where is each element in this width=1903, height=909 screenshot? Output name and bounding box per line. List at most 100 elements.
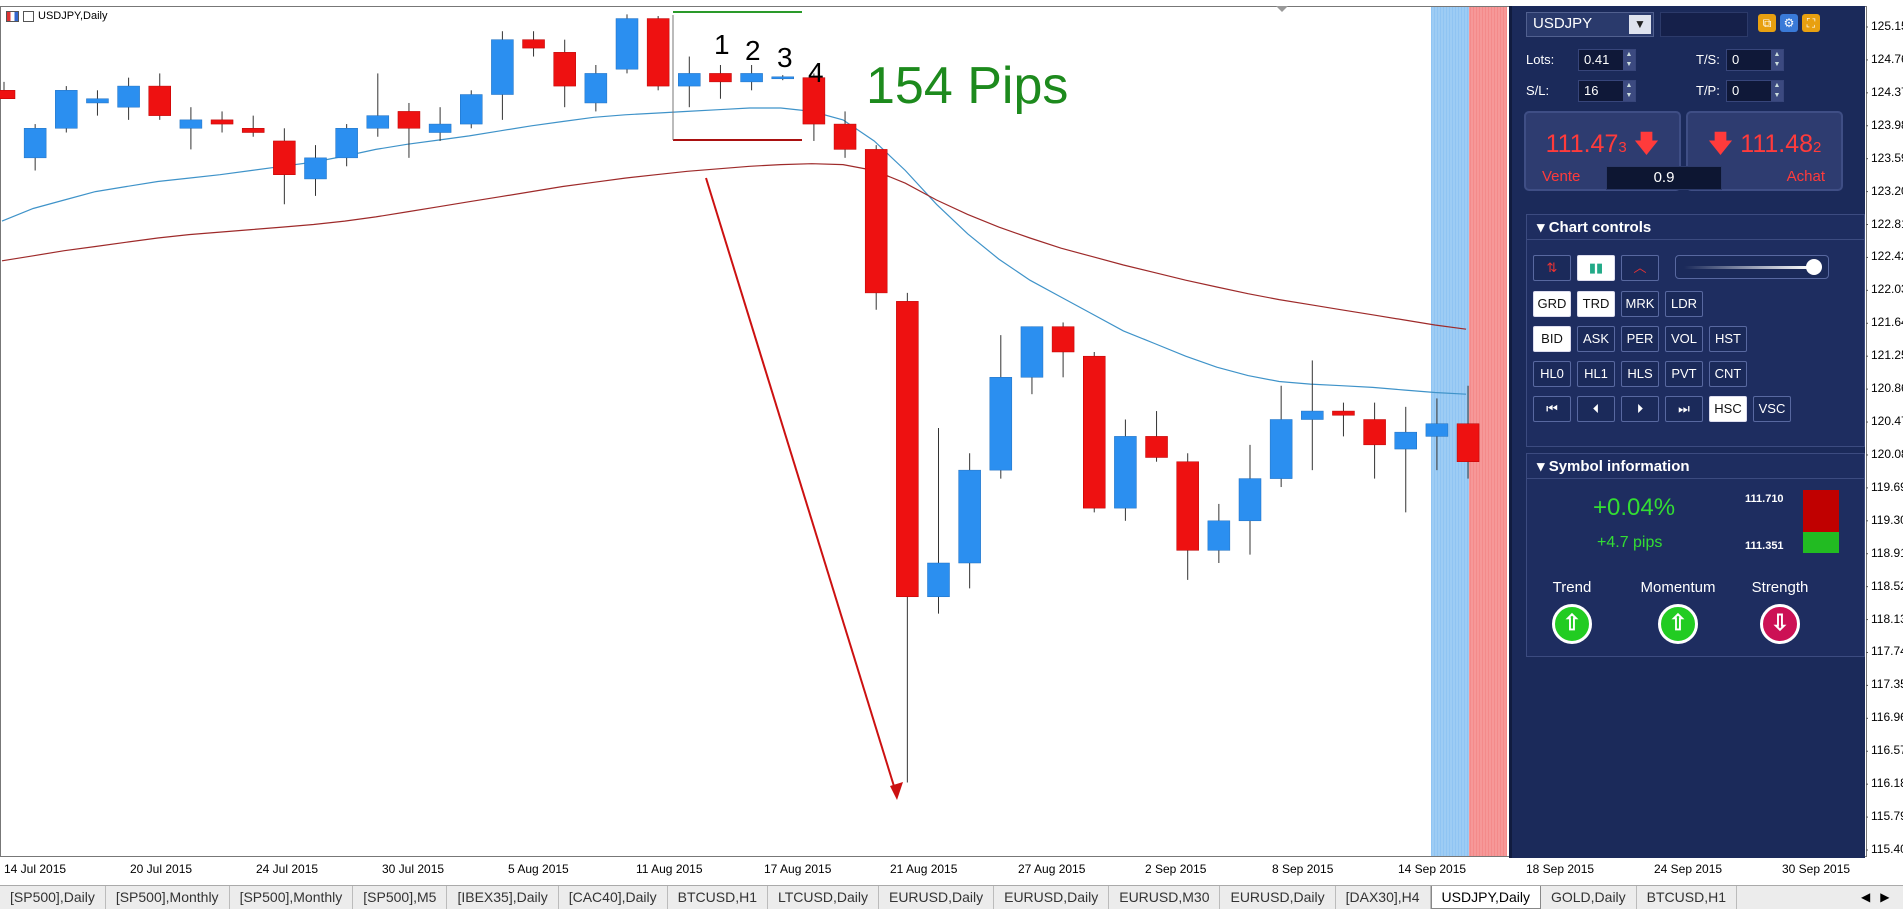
- stepper-icon[interactable]: ▲ ▼: [1771, 81, 1783, 101]
- chart-control-bid-button[interactable]: BID: [1533, 326, 1571, 352]
- stepper-icon[interactable]: ▲ ▼: [1771, 50, 1783, 70]
- time-tick-label: 27 Aug 2015: [1018, 862, 1086, 876]
- chart-control-nav-button[interactable]: ⏭: [1665, 396, 1703, 422]
- stepper-icon[interactable]: ▲ ▼: [1623, 81, 1635, 101]
- chart-control-grd-button[interactable]: GRD: [1533, 291, 1571, 317]
- chart-tab[interactable]: [DAX30],H4: [1336, 886, 1431, 909]
- tab-scroll-controls[interactable]: ◀ ▶: [1853, 886, 1903, 909]
- candle-body: [210, 119, 234, 125]
- stepper-icon[interactable]: ▲ ▼: [1623, 50, 1635, 70]
- price-tick-label: 117.350: [1871, 677, 1903, 692]
- candle-body: [241, 128, 265, 133]
- sell-button[interactable]: 111.473 🡇 Vente: [1524, 111, 1681, 191]
- candle-body: [833, 123, 857, 150]
- chart-tab[interactable]: EURUSD,Daily: [1220, 886, 1336, 909]
- chart-tab[interactable]: [IBEX35],Daily: [447, 886, 559, 909]
- tp-value: 0: [1732, 83, 1740, 98]
- chart-control-mrk-button[interactable]: MRK: [1621, 291, 1659, 317]
- gear-icon[interactable]: ⚙: [1780, 14, 1798, 32]
- chart-control-hl0-button[interactable]: HL0: [1533, 361, 1571, 387]
- chart-control-per-button[interactable]: PER: [1621, 326, 1659, 352]
- chart-tab[interactable]: LTCUSD,Daily: [768, 886, 879, 909]
- time-tick-label: 14 Sep 2015: [1398, 862, 1467, 876]
- candle-body: [1176, 461, 1199, 551]
- trend-up-icon: ⇧: [1552, 604, 1592, 644]
- candle-body: [1363, 419, 1386, 446]
- chart-tab[interactable]: [SP500],Daily: [0, 886, 106, 909]
- symbol-extra-field[interactable]: [1660, 12, 1748, 37]
- chart-tab[interactable]: BTCUSD,H1: [1637, 886, 1738, 909]
- lots-input[interactable]: 0.41 ▲ ▼: [1578, 49, 1636, 71]
- candle-body: [1083, 355, 1106, 509]
- sl-input[interactable]: 16 ▲ ▼: [1578, 80, 1636, 102]
- chart-controls-header[interactable]: ▾ Chart controls: [1527, 215, 1864, 240]
- candle-body: [86, 98, 109, 104]
- slider-handle[interactable]: [1806, 259, 1822, 275]
- symbol-dropdown[interactable]: USDJPY ▼: [1526, 12, 1654, 37]
- candle-body: [397, 111, 421, 129]
- symbol-info-header[interactable]: ▾ Symbol information: [1527, 454, 1864, 479]
- chart-control-cnt-button[interactable]: CNT: [1709, 361, 1747, 387]
- candle-body: [802, 77, 826, 125]
- tp-input[interactable]: 0 ▲ ▼: [1726, 80, 1784, 102]
- candle-count-label: 1: [714, 29, 730, 60]
- chart-control-vsc-button[interactable]: VSC: [1753, 396, 1791, 422]
- chart-tab[interactable]: [SP500],Monthly: [230, 886, 354, 909]
- price-tick-label: 121.640: [1871, 315, 1903, 330]
- chart-control-trd-button[interactable]: TRD: [1577, 291, 1615, 317]
- chart-tab[interactable]: [SP500],Monthly: [106, 886, 230, 909]
- price-tick-label: 116.570: [1871, 743, 1903, 758]
- price-tick-label: 118.910: [1871, 545, 1903, 560]
- chevron-left-icon[interactable]: ◀: [1861, 890, 1871, 904]
- chart-tab[interactable]: EURUSD,Daily: [879, 886, 995, 909]
- ts-input[interactable]: 0 ▲ ▼: [1726, 49, 1784, 71]
- chart-control-ask-button[interactable]: ASK: [1577, 326, 1615, 352]
- chart-tab[interactable]: EURUSD,Daily: [994, 886, 1110, 909]
- buy-button[interactable]: 🡇 111.482 Achat: [1686, 111, 1843, 191]
- chart-tab[interactable]: BTCUSD,H1: [668, 886, 768, 909]
- zoom-slider[interactable]: [1675, 255, 1829, 279]
- chart-control-hsc-button[interactable]: HSC: [1709, 396, 1747, 422]
- price-tick-label: 119.690: [1871, 479, 1903, 494]
- chart-tab[interactable]: [CAC40],Daily: [559, 886, 668, 909]
- time-axis: 14 Jul 2015 20 Jul 2015 24 Jul 2015 30 Jul …: [0, 858, 1868, 885]
- time-tick-label: 11 Aug 2015: [636, 862, 703, 876]
- symbol-row: USDJPY ▼: [1526, 12, 1748, 37]
- price-tick-label: 122.810: [1871, 216, 1903, 231]
- candle-body: [273, 140, 296, 175]
- chart-tab[interactable]: USDJPY,Daily: [1430, 886, 1541, 909]
- chart-control-hl1-button[interactable]: HL1: [1577, 361, 1615, 387]
- chevron-right-icon[interactable]: ▶: [1880, 890, 1890, 904]
- window-icon: [23, 10, 34, 22]
- range-bar-green: [1803, 532, 1839, 553]
- price-chart[interactable]: 1 2 3 4 154 Pips: [0, 0, 1868, 858]
- candle-body: [1301, 410, 1324, 420]
- chart-control-vol-button[interactable]: VOL: [1665, 326, 1703, 352]
- chart-type-icon: [6, 10, 19, 22]
- chart-control-ldr-button[interactable]: LDR: [1665, 291, 1703, 317]
- candle-body: [1425, 423, 1449, 437]
- chevron-down-icon[interactable]: ▼: [1629, 15, 1651, 34]
- line-chart-icon[interactable]: ︿: [1621, 255, 1659, 281]
- tp-label: T/P:: [1696, 83, 1720, 98]
- arrow-down-icon: 🡇: [1633, 130, 1660, 158]
- lots-value: 0.41: [1584, 52, 1610, 67]
- trade-panel: USDJPY ▼ ⧉ ⚙ ⛶ Lots: 0.41 ▲ ▼ T/S: 0 ▲ ▼ S/L…: [1509, 6, 1865, 858]
- chart-control-nav-button[interactable]: ⏵: [1621, 396, 1659, 422]
- candle-body: [771, 76, 794, 80]
- price-tick-label: 124.760: [1871, 51, 1903, 66]
- chart-control-pvt-button[interactable]: PVT: [1665, 361, 1703, 387]
- chart-control-hls-button[interactable]: HLS: [1621, 361, 1659, 387]
- copy-icon[interactable]: ⧉: [1758, 14, 1776, 32]
- chart-tab[interactable]: EURUSD,M30: [1109, 886, 1221, 909]
- chart-tab[interactable]: [SP500],M5: [353, 886, 448, 909]
- expand-icon[interactable]: ⛶: [1802, 14, 1820, 32]
- candle-body: [304, 157, 327, 180]
- chart-control-hst-button[interactable]: HST: [1709, 326, 1747, 352]
- chart-control-nav-button[interactable]: ⏴: [1577, 396, 1615, 422]
- chart-tab[interactable]: GOLD,Daily: [1541, 886, 1637, 909]
- candle-mode-icon[interactable]: ⇅: [1533, 255, 1571, 281]
- candlestick-icon[interactable]: ▮▮: [1577, 255, 1615, 281]
- chart-control-nav-button[interactable]: ⏮: [1533, 396, 1571, 422]
